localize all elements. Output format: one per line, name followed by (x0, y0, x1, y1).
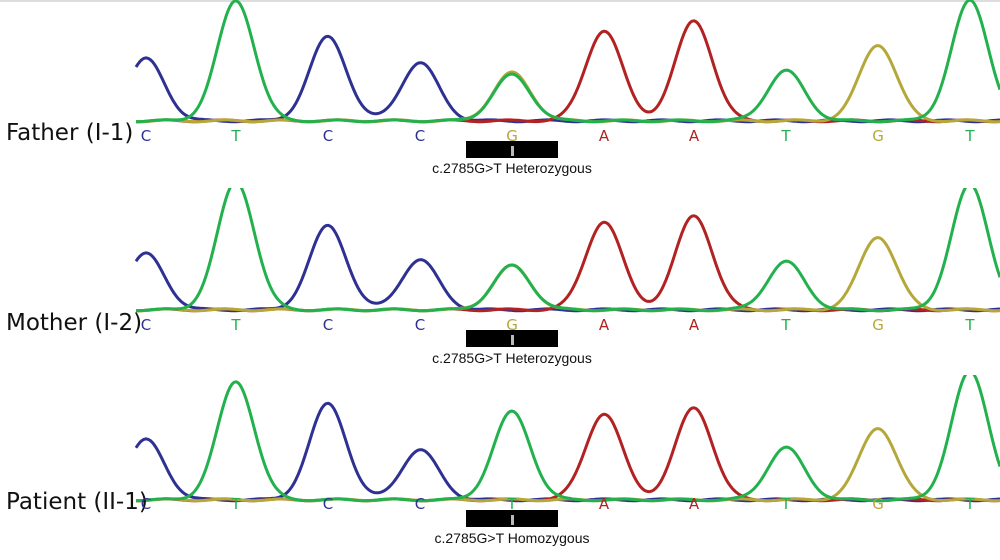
base-call-t: T (781, 127, 791, 145)
thymine-trace (136, 188, 1000, 313)
thymine-trace (136, 0, 1000, 124)
base-call-c: C (140, 127, 152, 145)
base-call-a: A (598, 127, 610, 145)
variant-position-tick (511, 515, 514, 525)
adenine-trace (136, 19, 1000, 124)
thymine-trace (136, 375, 1000, 503)
base-call-c: C (322, 127, 334, 145)
sample-label-mother: Mother (I-2) (6, 310, 143, 336)
base-call-c: C (322, 495, 334, 513)
base-call-a: A (688, 127, 700, 145)
patient-chromatogram-trace (134, 375, 1000, 503)
adenine-trace (136, 214, 1000, 313)
base-call-t: T (965, 495, 975, 513)
base-call-t: T (231, 316, 241, 334)
base-call-t: T (781, 495, 791, 513)
base-call-t: T (231, 127, 241, 145)
adenine-trace (136, 406, 1000, 503)
base-call-a: A (598, 495, 610, 513)
base-call-t: T (965, 316, 975, 334)
variant-position-tick (511, 335, 514, 345)
base-call-t: T (965, 127, 975, 145)
base-call-t: T (231, 495, 241, 513)
base-call-c: C (414, 316, 426, 334)
base-call-a: A (598, 316, 610, 334)
base-call-t: T (507, 495, 517, 513)
base-call-g: G (506, 127, 518, 145)
base-call-g: G (506, 316, 518, 334)
base-call-t: T (781, 316, 791, 334)
top-divider (0, 0, 1000, 2)
base-call-g: G (872, 127, 884, 145)
base-call-a: A (688, 495, 700, 513)
base-call-g: G (872, 316, 884, 334)
chromatogram-panel-patient: Patient (II-1) C T C C T A A T G T c.2785G>T Homo… (0, 375, 1000, 560)
variant-label: c.2785G>T Heterozygous (432, 160, 592, 176)
variant-position-tick (511, 146, 514, 156)
chromatogram-panel-mother: Mother (I-2) C T C C G A A T G T c.2785G>T Hetero… (0, 188, 1000, 373)
sample-label-patient: Patient (II-1) (6, 489, 148, 515)
variant-label: c.2785G>T Homozygous (434, 530, 590, 546)
variant-label: c.2785G>T Heterozygous (432, 350, 592, 366)
father-chromatogram-trace (134, 0, 1000, 124)
chromatogram-panel-father: Father (I-1) C T C C G A A T G T c.2785G>T Hetero… (0, 0, 1000, 185)
base-call-c: C (140, 316, 152, 334)
base-call-c: C (414, 495, 426, 513)
base-call-g: G (872, 495, 884, 513)
base-call-c: C (140, 495, 152, 513)
sample-label-father: Father (I-1) (6, 120, 134, 146)
mother-chromatogram-trace (134, 188, 1000, 313)
base-call-c: C (322, 316, 334, 334)
base-call-c: C (414, 127, 426, 145)
base-call-a: A (688, 316, 700, 334)
